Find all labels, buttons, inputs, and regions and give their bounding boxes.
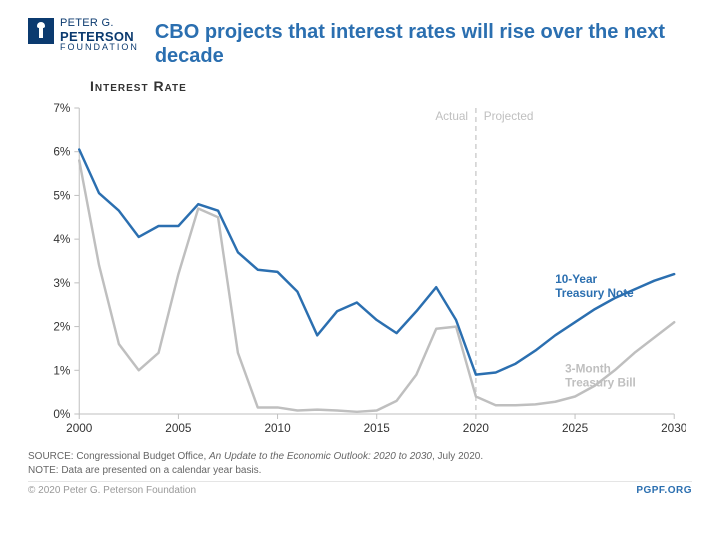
svg-text:1%: 1% (53, 363, 70, 377)
svg-text:5%: 5% (53, 188, 70, 202)
svg-text:7%: 7% (53, 101, 70, 115)
svg-text:Projected: Projected (484, 109, 534, 123)
brand-text: PETER G. PETERSON FOUNDATION (60, 18, 139, 53)
chart-title: CBO projects that interest rates will ri… (155, 18, 692, 68)
org-url: PGPF.ORG (636, 485, 692, 496)
svg-text:2030: 2030 (661, 421, 686, 435)
source-line: SOURCE: Congressional Budget Office, An … (28, 450, 692, 463)
chart-svg: 0% 1% 2% 3% 4% 5% 6% 7% 2000 2005 2010 2015 2020 2025… (38, 100, 686, 440)
source-prefix: SOURCE: Congressional Budget Office, (28, 451, 209, 462)
org-logo: PETER G. PETERSON FOUNDATION (28, 18, 139, 53)
svg-text:2005: 2005 (165, 421, 192, 435)
brand-line3: FOUNDATION (60, 43, 139, 52)
svg-text:Treasury Note: Treasury Note (555, 286, 634, 300)
svg-text:Treasury Bill: Treasury Bill (565, 375, 636, 389)
torch-icon (28, 18, 54, 44)
svg-text:3-Month: 3-Month (565, 361, 611, 375)
svg-text:2000: 2000 (66, 421, 93, 435)
svg-text:3%: 3% (53, 276, 70, 290)
svg-text:10-Year: 10-Year (555, 272, 597, 286)
line-chart: 0% 1% 2% 3% 4% 5% 6% 7% 2000 2005 2010 2015 2020 2025… (38, 100, 686, 440)
source-suffix: , July 2020. (432, 451, 483, 462)
footer-bar: © 2020 Peter G. Peterson Foundation PGPF… (28, 481, 692, 496)
svg-text:4%: 4% (53, 232, 70, 246)
svg-text:2020: 2020 (463, 421, 490, 435)
source-italic: An Update to the Economic Outlook: 2020 … (209, 451, 432, 462)
svg-text:2015: 2015 (364, 421, 391, 435)
svg-text:2025: 2025 (562, 421, 589, 435)
copyright: © 2020 Peter G. Peterson Foundation (28, 485, 196, 496)
footnotes: SOURCE: Congressional Budget Office, An … (28, 450, 692, 477)
svg-text:0%: 0% (53, 407, 70, 421)
svg-text:Actual: Actual (435, 109, 468, 123)
y-axis-title: Interest Rate (90, 78, 692, 94)
svg-text:2010: 2010 (264, 421, 291, 435)
svg-text:6%: 6% (53, 145, 70, 159)
brand-line1: PETER G. (60, 18, 139, 30)
svg-text:2%: 2% (53, 319, 70, 333)
page-container: PETER G. PETERSON FOUNDATION CBO project… (0, 0, 720, 540)
note-line: NOTE: Data are presented on a calendar y… (28, 464, 692, 477)
brand-line2: PETERSON (60, 30, 139, 44)
header: PETER G. PETERSON FOUNDATION CBO project… (28, 18, 692, 68)
